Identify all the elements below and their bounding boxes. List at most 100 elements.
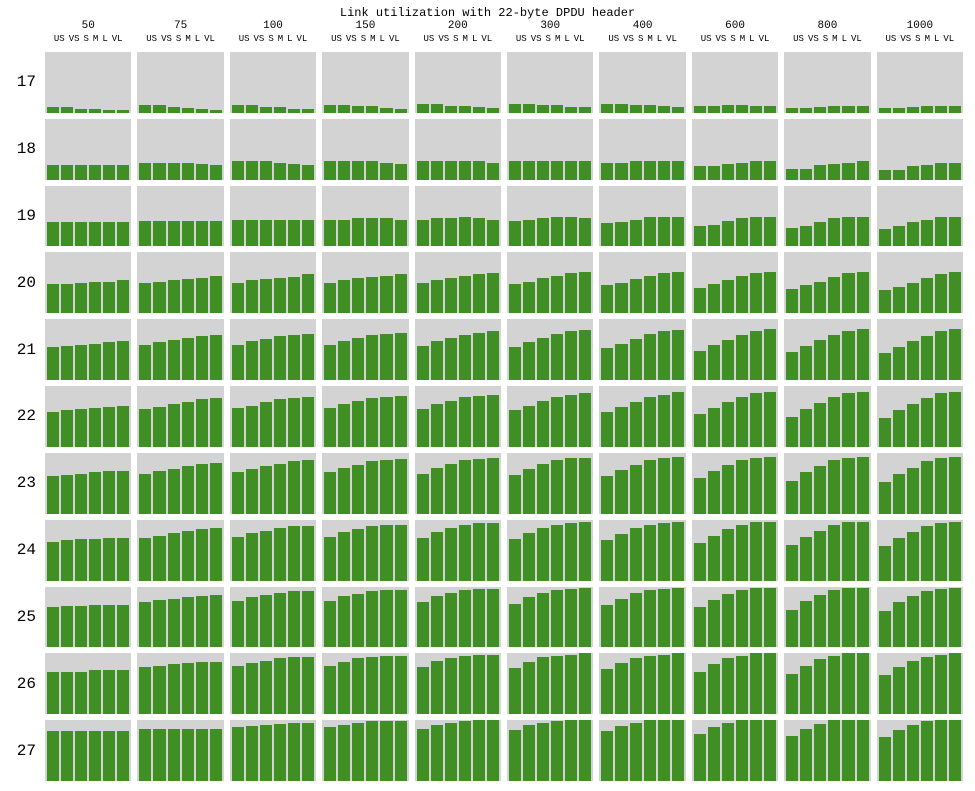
chart-cell — [137, 52, 223, 113]
bar — [47, 107, 59, 113]
bar — [103, 471, 115, 514]
bar — [246, 726, 258, 781]
category-label: VL — [204, 34, 215, 44]
bar — [658, 655, 670, 715]
bar — [117, 731, 129, 781]
category-label: VL — [297, 34, 308, 44]
bar — [366, 657, 378, 714]
chart-cell — [507, 252, 593, 313]
chart-cell — [322, 186, 408, 247]
bar — [800, 666, 812, 715]
bar — [232, 727, 244, 781]
bar — [288, 461, 300, 513]
bar — [117, 670, 129, 714]
bar — [800, 601, 812, 647]
bar — [800, 409, 812, 447]
bar — [288, 335, 300, 380]
bar — [196, 221, 208, 247]
category-label: M — [278, 34, 283, 44]
bar — [210, 398, 222, 447]
bar — [117, 110, 129, 112]
bar — [417, 346, 429, 380]
bar — [47, 347, 59, 380]
bar — [828, 590, 840, 647]
chart-cell — [784, 653, 870, 714]
chart-cell — [692, 386, 778, 447]
bar — [736, 335, 748, 380]
bar — [288, 526, 300, 581]
bar — [473, 396, 485, 447]
chart-cell — [230, 653, 316, 714]
bar — [879, 170, 891, 180]
bar — [814, 724, 826, 781]
bar — [246, 105, 258, 113]
bar — [907, 222, 919, 246]
chart-cell — [877, 520, 963, 581]
bar — [935, 589, 947, 647]
bar — [814, 531, 826, 581]
category-label: VS — [531, 34, 542, 44]
bar — [750, 106, 762, 113]
category-label: VL — [389, 34, 400, 44]
bar — [879, 229, 891, 246]
bar — [417, 283, 429, 313]
bar — [786, 610, 798, 648]
bar — [487, 523, 499, 580]
bar — [139, 409, 151, 447]
bar — [352, 338, 364, 381]
column-header-number: 100 — [263, 20, 283, 32]
bar — [708, 345, 720, 380]
bar — [196, 729, 208, 781]
bar — [196, 109, 208, 113]
bar — [366, 721, 378, 781]
bar — [842, 273, 854, 313]
bar — [288, 277, 300, 313]
chart-cell — [692, 520, 778, 581]
bar — [302, 334, 314, 380]
bar — [324, 283, 336, 313]
bar — [417, 474, 429, 514]
column-header-number: 800 — [818, 20, 838, 32]
bar — [366, 591, 378, 647]
bar — [47, 165, 59, 180]
chart-cell — [599, 119, 685, 180]
bar — [61, 284, 73, 313]
bar — [750, 458, 762, 514]
bar — [153, 536, 165, 581]
bar — [117, 605, 129, 648]
bar — [47, 542, 59, 581]
chart-cell — [692, 186, 778, 247]
bar — [417, 409, 429, 447]
bar — [338, 341, 350, 380]
chart-cell — [230, 52, 316, 113]
bar — [537, 338, 549, 381]
category-label: M — [647, 34, 652, 44]
bar — [338, 662, 350, 714]
bar — [672, 720, 684, 781]
bar — [395, 590, 407, 647]
chart-cell — [45, 520, 131, 581]
bar — [210, 528, 222, 580]
bar — [750, 653, 762, 714]
bar — [935, 523, 947, 580]
chart-cell — [322, 319, 408, 380]
bar — [694, 288, 706, 314]
bar — [459, 335, 471, 380]
bar — [708, 727, 720, 781]
row-label: 25 — [0, 587, 42, 648]
bar — [260, 595, 272, 647]
chart-cell — [137, 186, 223, 247]
chart-cell — [137, 587, 223, 648]
bar — [722, 105, 734, 113]
bar — [459, 276, 471, 314]
bar — [260, 531, 272, 581]
bar — [579, 218, 591, 246]
bar — [139, 163, 151, 180]
bar — [722, 529, 734, 580]
bar — [893, 730, 905, 781]
category-label: M — [832, 34, 837, 44]
bar — [565, 523, 577, 580]
category-label: US — [793, 34, 804, 44]
chart-cell — [137, 319, 223, 380]
bar — [473, 161, 485, 179]
